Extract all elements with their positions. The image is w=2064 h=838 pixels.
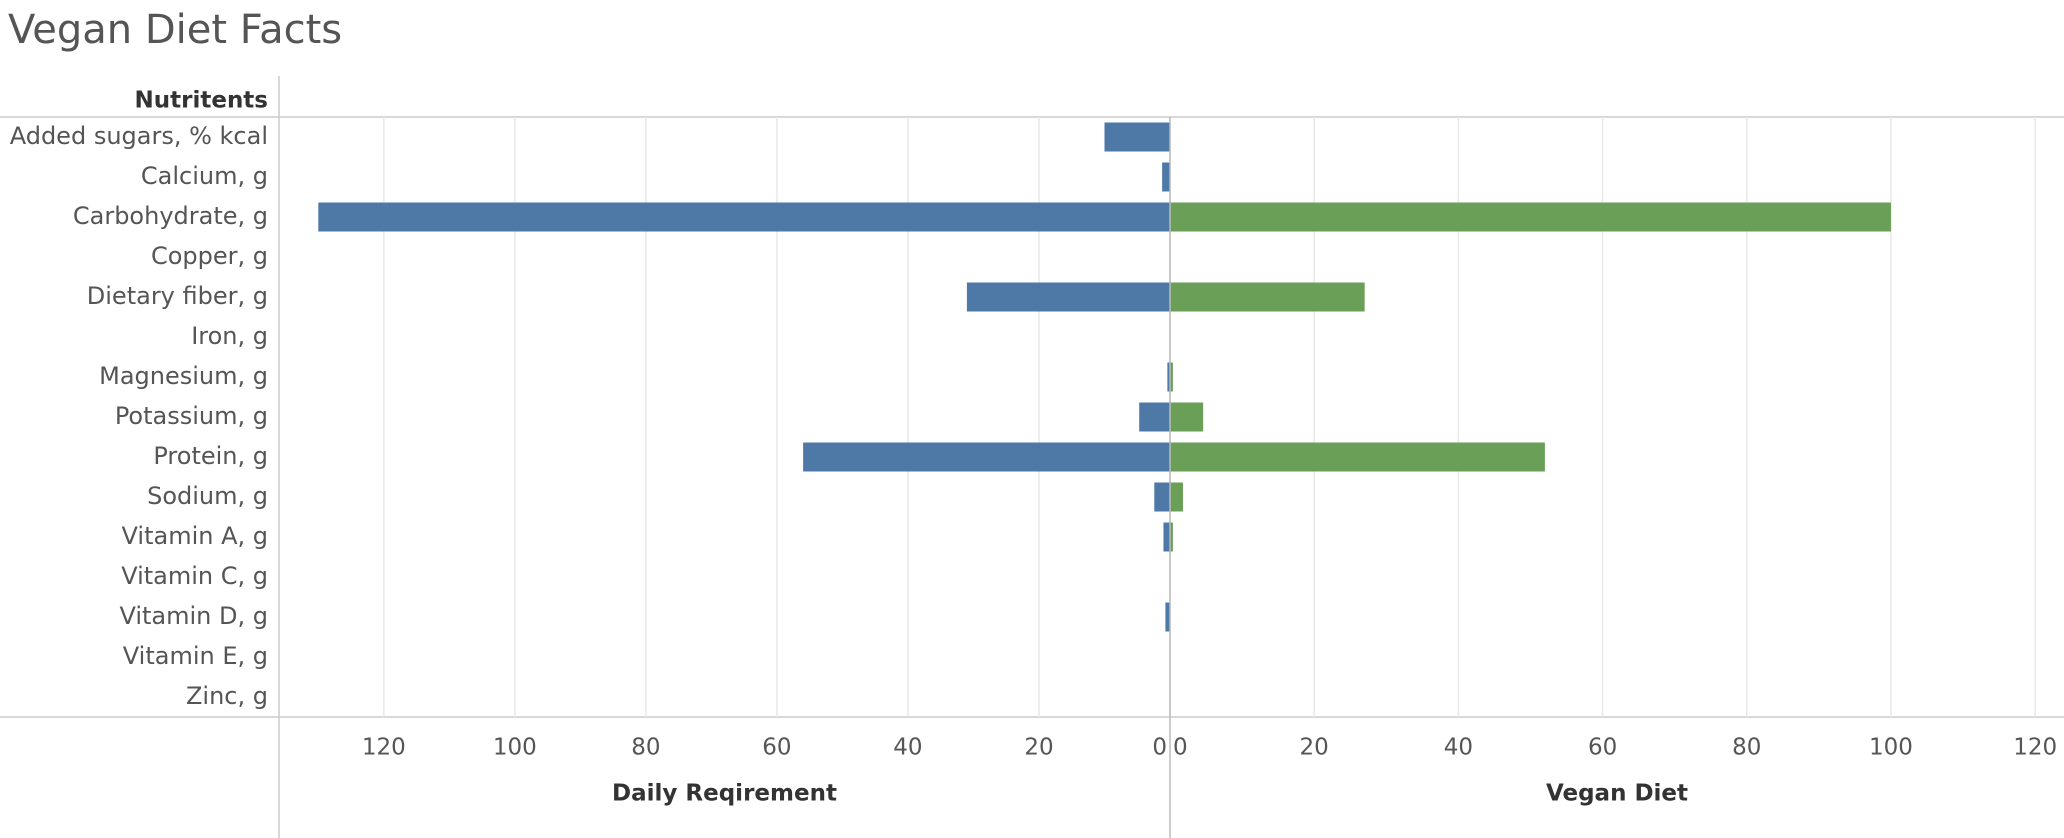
x-tick-label: 40 — [1444, 735, 1473, 761]
bar — [1163, 522, 1170, 552]
bar — [1139, 402, 1170, 432]
x-tick-label: 60 — [762, 735, 791, 761]
x-tick-label: 0 — [1173, 735, 1188, 761]
x-tick-label: 100 — [1869, 735, 1913, 761]
x-tick-label: 100 — [493, 735, 537, 761]
bar — [1154, 482, 1170, 512]
axis-title: Vegan Diet — [1546, 781, 1688, 807]
x-tick-label: 40 — [893, 735, 922, 761]
bar — [1170, 282, 1365, 312]
category-label: Vitamin C, g — [121, 562, 268, 590]
category-label: Protein, g — [153, 442, 268, 470]
category-label: Dietary fiber, g — [87, 282, 268, 310]
category-label: Copper, g — [151, 242, 268, 270]
bar — [1170, 482, 1183, 512]
category-label: Zinc, g — [186, 682, 268, 710]
category-label: Vitamin D, g — [119, 602, 268, 630]
x-tick-label: 20 — [1024, 735, 1053, 761]
x-tick-label: 80 — [631, 735, 660, 761]
bar — [1170, 442, 1545, 472]
axis-title: Daily Reqirement — [612, 781, 837, 807]
category-label: Added sugars, % kcal — [10, 122, 268, 150]
bar — [1162, 162, 1170, 192]
row-header: Nutritents — [135, 88, 269, 114]
category-label: Magnesium, g — [99, 362, 268, 390]
bar — [966, 282, 1170, 312]
category-label: Carbohydrate, g — [73, 202, 268, 230]
bar — [318, 202, 1170, 232]
bar — [1165, 602, 1170, 632]
category-label: Potassium, g — [115, 402, 268, 430]
bar — [1170, 402, 1204, 432]
x-tick-label: 20 — [1300, 735, 1329, 761]
bar — [1170, 522, 1173, 552]
category-label: Iron, g — [191, 322, 268, 350]
bar — [1104, 122, 1170, 152]
bar — [1167, 362, 1170, 392]
category-label: Sodium, g — [147, 482, 268, 510]
bar — [1170, 202, 1891, 232]
bar — [803, 442, 1170, 472]
chart-title: Vegan Diet Facts — [8, 7, 342, 53]
x-tick-label: 60 — [1588, 735, 1617, 761]
x-tick-label: 80 — [1732, 735, 1761, 761]
bar — [1170, 362, 1173, 392]
x-tick-label: 120 — [2013, 735, 2057, 761]
x-tick-label: 120 — [362, 735, 406, 761]
category-label: Vitamin A, g — [122, 522, 268, 550]
category-label: Calcium, g — [141, 162, 268, 190]
category-label: Vitamin E, g — [123, 642, 268, 670]
x-tick-label: 0 — [1152, 735, 1167, 761]
